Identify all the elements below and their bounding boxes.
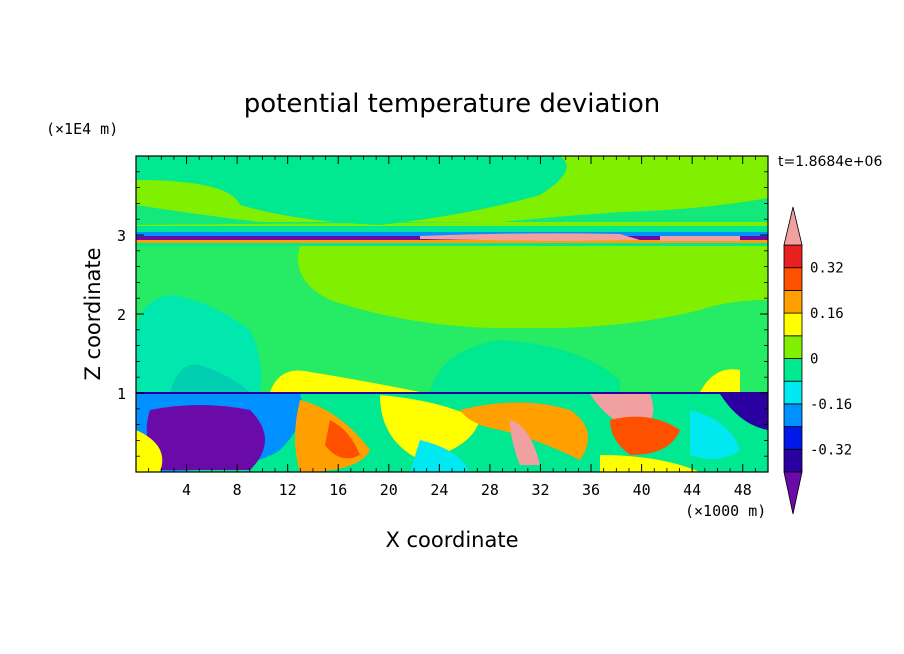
field-bl-top <box>136 392 768 394</box>
field-bl-cyan <box>690 410 740 459</box>
colorbar-bin <box>783 335 803 359</box>
x-axis-unit: (×1000 m) <box>685 502 766 520</box>
colorbar-label: -0.32 <box>810 442 852 458</box>
x-tick-label: 24 <box>430 481 448 499</box>
field-bl-red <box>325 420 360 459</box>
field-bl-yellow-3 <box>600 455 700 472</box>
x-tick-label: 12 <box>279 481 297 499</box>
field-tropo-pink <box>420 233 640 241</box>
colorbar-label: -0.16 <box>810 397 852 413</box>
x-tick-label: 36 <box>582 481 600 499</box>
field-bl-yellow <box>136 430 163 472</box>
x-tick-label: 40 <box>633 481 651 499</box>
plot-area <box>136 156 768 472</box>
colorbar-bin <box>783 403 803 427</box>
field-bl-purple <box>146 405 265 470</box>
colorbar-under-triangle <box>783 471 803 515</box>
colorbar-bin <box>783 267 803 291</box>
x-tick-label: 4 <box>182 481 191 499</box>
y-tick-label: 2 <box>117 306 126 324</box>
colorbar-bin <box>783 380 803 405</box>
colorbar-label: 0.32 <box>810 261 844 277</box>
colorbar-bin <box>783 448 803 473</box>
field-mid-yellow-2 <box>700 369 740 392</box>
field-tropo-blue <box>136 232 768 236</box>
x-tick-label: 32 <box>531 481 549 499</box>
x-tick-label: 16 <box>329 481 347 499</box>
field-mid-neutral <box>136 246 768 392</box>
field-tropo-green <box>136 226 768 232</box>
y-axis-unit: (×1E4 m) <box>46 120 118 138</box>
colorbar-bin <box>783 244 803 269</box>
field-bl-pink <box>510 420 540 465</box>
field-bl-cyan-2 <box>410 440 470 472</box>
field-tropo-pink-2 <box>660 236 740 241</box>
field-bl-yellow-2 <box>380 395 480 460</box>
x-axis-ticks: 4 8 12 16 20 24 28 32 36 40 44 48 <box>148 156 756 499</box>
x-tick-label: 48 <box>734 481 752 499</box>
colorbar-bin <box>783 426 803 450</box>
field-mid-neutral-2 <box>430 340 620 392</box>
field-bl-red-2 <box>610 416 680 455</box>
x-tick-label: 8 <box>233 481 242 499</box>
field-tropo-green2 <box>136 243 768 246</box>
field-upper-neutral-2 <box>136 198 768 225</box>
x-tick-label: 20 <box>380 481 398 499</box>
colorbar-bin <box>783 289 803 314</box>
field-bl-navy <box>720 394 768 430</box>
time-label: t=1.8684e+06 <box>778 154 882 170</box>
x-tick-label: 28 <box>481 481 499 499</box>
field-mid-yellow <box>270 370 420 392</box>
colorbar-label: 0.16 <box>810 306 844 322</box>
colorbar-bin <box>783 358 803 382</box>
y-tick-label: 1 <box>117 385 126 403</box>
colorbar-label: 0 <box>810 352 818 368</box>
field-upper-neutral <box>136 156 567 225</box>
colorbar: 0.32 0.16 0 -0.16 -0.32 <box>783 206 852 515</box>
field-tropo-orange <box>136 240 768 243</box>
x-axis-label: X coordinate <box>385 528 518 552</box>
colorbar-bin <box>783 312 803 337</box>
chart-title: potential temperature deviation <box>244 89 660 119</box>
y-axis-ticks: 1 2 3 <box>117 171 768 457</box>
y-axis-label: Z coordinate <box>81 247 105 380</box>
y-tick-label: 3 <box>117 227 126 245</box>
x-tick-label: 44 <box>683 481 701 499</box>
colorbar-over-triangle <box>783 206 803 246</box>
